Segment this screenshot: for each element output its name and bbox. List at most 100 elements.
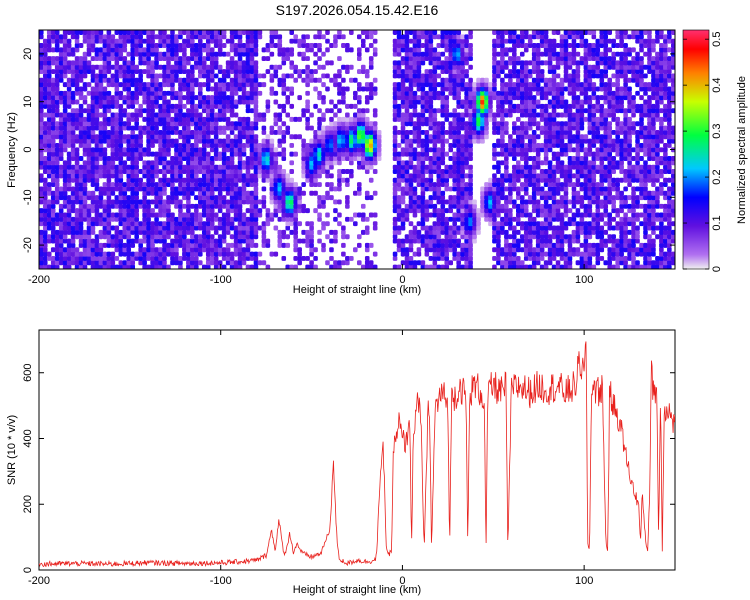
heatmap-cell: [408, 51, 414, 57]
heatmap-cell: [186, 86, 191, 92]
heatmap-cell: [253, 216, 259, 222]
heatmap-cell: [321, 225, 326, 231]
heatmap-cell: [539, 90, 545, 96]
heatmap-cell: [500, 64, 505, 70]
heatmap-cell: [412, 156, 418, 161]
heatmap-cell: [416, 203, 422, 209]
heatmap-cell: [98, 195, 104, 201]
heatmap-cell: [201, 121, 207, 127]
heatmap-cell: [42, 129, 48, 135]
heatmap-cell: [432, 221, 438, 227]
heatmap-cell: [102, 225, 108, 231]
heatmap-cell: [82, 212, 88, 218]
heatmap-cell: [106, 138, 112, 144]
heatmap-cell: [70, 138, 76, 144]
heatmap-cell: [70, 177, 76, 183]
heatmap-cell: [396, 225, 402, 231]
heatmap-cell: [305, 255, 310, 261]
heatmap-cell: [114, 60, 120, 66]
heatmap-cell: [539, 255, 545, 261]
heatmap-cell: [396, 208, 402, 214]
heatmap-cell: [86, 64, 92, 70]
heatmap-cell: [118, 112, 124, 118]
heatmap-cell: [122, 64, 128, 70]
heatmap-cell: [39, 260, 44, 266]
heatmap-cell: [74, 212, 80, 218]
heatmap-cell: [90, 177, 96, 183]
heatmap-cell: [54, 264, 60, 269]
heatmap-cell: [209, 160, 215, 166]
heatmap-cell: [94, 64, 100, 70]
heatmap-cell: [70, 229, 76, 235]
heatmap-cell: [166, 121, 171, 127]
heatmap-cell: [62, 51, 68, 57]
heatmap-cell: [182, 164, 187, 170]
heatmap-cell: [110, 182, 116, 188]
heatmap-cell: [237, 195, 243, 201]
heatmap-cell: [42, 229, 48, 235]
heatmap-cell: [504, 173, 509, 179]
heatmap-cell: [146, 60, 151, 66]
heatmap-cell: [50, 147, 56, 153]
heatmap-cell: [448, 38, 454, 44]
heatmap-cell: [217, 242, 223, 248]
heatmap-cell: [182, 147, 187, 153]
heatmap-cell: [317, 121, 322, 127]
heatmap-cell: [519, 186, 525, 192]
heatmap-cell: [504, 251, 509, 257]
heatmap-cell: [205, 43, 211, 48]
heatmap-cell: [237, 60, 243, 66]
heatmap-cell: [412, 164, 418, 170]
heatmap-cell: [86, 142, 92, 148]
heatmap-cell: [209, 99, 215, 105]
heatmap-cell: [130, 208, 136, 214]
heatmap-cell: [460, 164, 465, 170]
heatmap-cell: [404, 99, 410, 105]
heatmap-cell: [456, 255, 461, 261]
heatmap-cell: [130, 64, 136, 70]
heatmap-cell: [50, 221, 56, 227]
heatmap-cell: [58, 247, 64, 253]
heatmap-cell: [364, 73, 370, 79]
heatmap-cell: [400, 186, 406, 192]
heatmap-cell: [500, 251, 505, 257]
heatmap-cell: [523, 182, 529, 188]
heatmap-cell: [396, 38, 402, 44]
heatmap-cell: [337, 121, 342, 127]
heatmap-cell: [174, 116, 179, 122]
heatmap-cell: [281, 103, 287, 109]
heatmap-cell: [329, 116, 334, 122]
heatmap-cell: [277, 129, 283, 135]
heatmap-cell: [54, 64, 60, 70]
heatmap-cell: [209, 225, 215, 231]
heatmap-cell: [233, 203, 239, 209]
heatmap-cell: [213, 60, 219, 66]
heatmap-cell: [345, 112, 350, 118]
heatmap-cell: [472, 225, 477, 231]
heatmap-cell: [205, 77, 211, 83]
heatmap-cell: [277, 103, 283, 109]
heatmap-cell: [130, 160, 136, 166]
heatmap-cell: [198, 64, 203, 70]
heatmap-cell: [357, 234, 362, 240]
heatmap-cell: [154, 77, 159, 83]
heatmap-cell: [110, 173, 116, 179]
heatmap-cell: [527, 142, 533, 148]
heatmap-cell: [94, 51, 100, 57]
heatmap-cell: [448, 82, 454, 88]
heatmap-cell: [404, 38, 410, 44]
heatmap-cell: [519, 77, 525, 83]
heatmap-cell: [273, 121, 279, 127]
heatmap-cell: [158, 229, 163, 235]
heatmap-cell: [186, 151, 191, 157]
heatmap-cell: [261, 73, 267, 79]
chart-title: S197.2026.054.15.42.E16: [276, 2, 439, 18]
heatmap-cell: [146, 160, 151, 166]
heatmap-cell: [512, 247, 517, 253]
heatmap-cell: [492, 212, 497, 218]
heatmap-cell: [249, 221, 255, 227]
heatmap-cell: [440, 99, 446, 105]
heatmap-cell: [162, 108, 167, 114]
heatmap-cell: [134, 147, 139, 153]
heatmap-cell: [289, 30, 295, 35]
